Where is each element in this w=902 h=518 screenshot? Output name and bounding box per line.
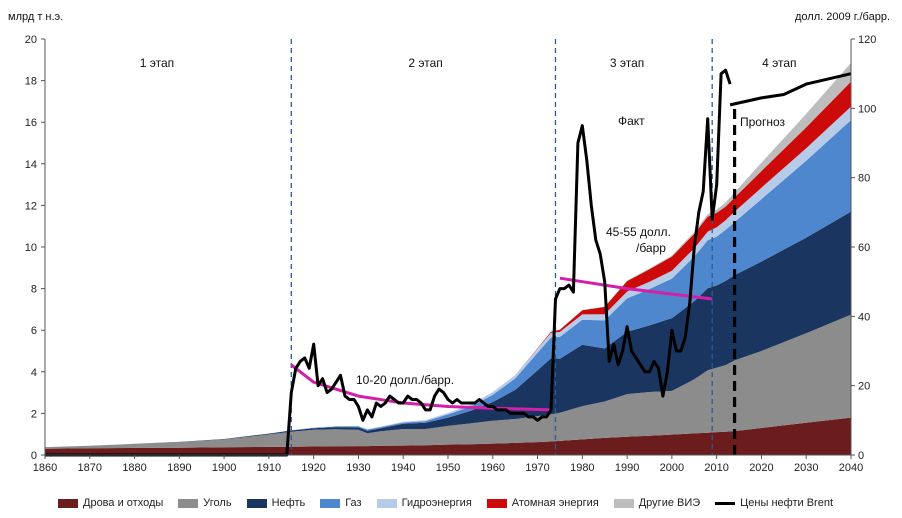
- x-tick-label: 1880: [122, 462, 146, 474]
- axes: 1860 1870 1880 1890 1900 1910 1920 1930 1940 1950…: [25, 34, 877, 474]
- x-tick-label: 2000: [660, 462, 684, 474]
- y-right-tick-label: 80: [858, 173, 870, 185]
- legend-label: Другие ВИЭ: [638, 497, 701, 509]
- y-left-tick-label: 0: [31, 450, 37, 462]
- annotations: 10-20 долл./барр. 45-55 долл. /барр Факт…: [356, 114, 786, 387]
- legend-label: Атомная энергия: [511, 497, 599, 509]
- annotation-price-range-1: 10-20 долл./барр.: [356, 373, 454, 387]
- right-axis-unit-label: долл. 2009 г./барр.: [795, 11, 890, 23]
- legend-swatch: [58, 498, 78, 508]
- y-left-tick-label: 16: [25, 117, 37, 129]
- legend-swatch: [246, 498, 267, 508]
- y-left-tick-label: 12: [25, 200, 37, 212]
- y-right-tick-label: 40: [858, 311, 870, 323]
- y-right-tick-label: 100: [858, 103, 876, 115]
- legend-item-wood: Дрова и отходы: [58, 497, 163, 509]
- x-tick-label: 1870: [78, 462, 102, 474]
- legend-item-brent: Цены нефти Brent: [715, 497, 833, 509]
- x-tick-label: 1890: [167, 462, 191, 474]
- y-right-tick-label: 120: [858, 34, 876, 46]
- y-left-tick-label: 6: [31, 325, 37, 337]
- legend-swatch: [376, 498, 397, 508]
- stage-label-1: 1 этап: [140, 56, 174, 70]
- stacked-areas: [45, 62, 851, 455]
- legend-label: Дрова и отходы: [83, 497, 164, 509]
- area-series-0: [45, 417, 851, 455]
- legend-item-nuclear: Атомная энергия: [486, 497, 599, 509]
- y-left-tick-label: 4: [31, 367, 37, 379]
- stage-label-2: 2 этап: [408, 56, 442, 70]
- left-axis-unit-label: млрд т н.э.: [8, 11, 63, 23]
- x-tick-label: 1980: [570, 462, 594, 474]
- x-tick-label: 1930: [346, 462, 370, 474]
- y-left-tick-label: 14: [25, 159, 37, 171]
- brent-price-lines: [45, 68, 852, 457]
- legend-line: [715, 501, 736, 505]
- x-tick-label: 1860: [33, 462, 57, 474]
- annotation-price-range-2-line2: /барр: [636, 241, 666, 255]
- legend-label: Уголь: [203, 497, 232, 509]
- legend-swatch: [613, 498, 634, 508]
- x-tick-label: 1900: [212, 462, 236, 474]
- x-tick-label: 1920: [301, 462, 325, 474]
- legend: Дрова и отходы Уголь Нефть Газ Гидроэнер…: [58, 494, 848, 512]
- area-series-1: [45, 314, 851, 449]
- x-tick-label: 1970: [525, 462, 549, 474]
- legend-item-gas: Газ: [320, 497, 362, 509]
- x-tick-label: 2020: [749, 462, 773, 474]
- y-left-tick-label: 8: [31, 284, 37, 296]
- y-left-tick-label: 2: [31, 408, 37, 420]
- x-tick-label: 1910: [257, 462, 281, 474]
- x-tick-label: 1960: [481, 462, 505, 474]
- legend-label: Нефть: [271, 497, 306, 509]
- y-right-tick-label: 60: [858, 242, 870, 254]
- y-right-tick-label: 20: [858, 381, 870, 393]
- legend-swatch: [486, 498, 507, 508]
- y-left-tick-label: 18: [25, 76, 37, 88]
- annotation-fact: Факт: [618, 114, 645, 128]
- trend-line-2: [559, 276, 713, 301]
- x-tick-label: 2010: [704, 462, 728, 474]
- x-tick-label: 2030: [794, 462, 818, 474]
- stage-labels: 1 этап 2 этап 3 этап 4 этап: [140, 56, 797, 70]
- x-tick-label: 1950: [436, 462, 460, 474]
- annotation-price-range-2-line1: 45-55 долл.: [606, 225, 671, 239]
- area-series-2: [45, 211, 851, 448]
- legend-swatch: [320, 498, 341, 508]
- legend-item-hydro: Гидроэнергия: [376, 497, 472, 509]
- legend-label: Цены нефти Brent: [740, 497, 833, 509]
- brent-line-forecast: [729, 72, 852, 107]
- x-tick-label: 1940: [391, 462, 415, 474]
- annotation-forecast: Прогноз: [740, 115, 786, 129]
- legend-label: Газ: [345, 497, 362, 509]
- brent-line-fact: [45, 68, 732, 457]
- legend-label: Гидроэнергия: [401, 497, 472, 509]
- stage-label-3: 3 этап: [610, 56, 644, 70]
- area-series-3: [45, 120, 851, 448]
- legend-item-coal: Уголь: [178, 497, 232, 509]
- legend-item-oil: Нефть: [246, 497, 306, 509]
- stage-label-4: 4 этап: [762, 56, 796, 70]
- y-right-tick-label: 0: [858, 450, 864, 462]
- legend-swatch: [178, 498, 199, 508]
- x-tick-label: 2040: [839, 462, 863, 474]
- y-left-tick-label: 10: [25, 242, 37, 254]
- x-tick-label: 1990: [615, 462, 639, 474]
- y-left-tick-label: 20: [25, 34, 37, 46]
- legend-item-other-renewables: Другие ВИЭ: [613, 497, 701, 509]
